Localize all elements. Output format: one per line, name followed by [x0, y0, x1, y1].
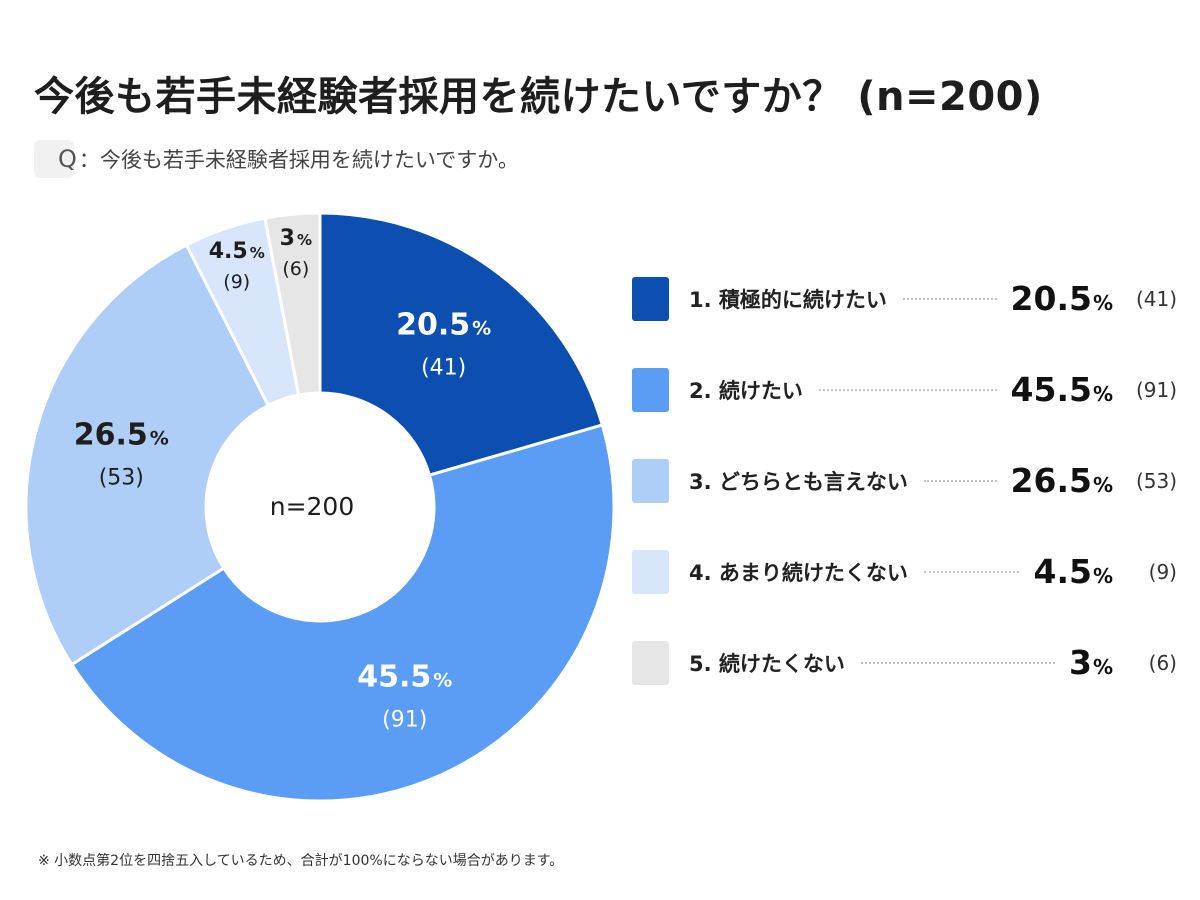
question-mark: Q — [58, 145, 77, 173]
legend-count-2: (91) — [1135, 377, 1177, 402]
donut-chart: 20.5 %(41)45.5 %(91)26.5 %(53)4.5 %(9)3 %(6)n… — [24, 211, 616, 803]
legend-leader-dots — [923, 570, 1020, 573]
legend: 1. 積極的に続けたい 20.5% (41) 2. 続けたい 45.5% (91) 3. ど… — [632, 276, 1177, 731]
chart-title: 今後も若手未経験者採用を続けたいですか？ (n=200) — [34, 74, 1043, 120]
donut-slice-1 — [318, 211, 605, 478]
legend-leader-dots — [860, 661, 1055, 664]
legend-count-4: (9) — [1148, 559, 1177, 584]
donut-center-label: n=200 — [270, 492, 355, 521]
question-badge — [34, 140, 74, 178]
legend-count-3: (53) — [1135, 468, 1177, 493]
legend-label-5: 5. 続けたくない — [689, 651, 845, 676]
legend-label-2: 2. 続けたい — [689, 378, 803, 403]
legend-percent-3: 26.5% — [1010, 461, 1113, 500]
legend-item-3: 3. どちらとも言えない 26.5% (53) — [632, 458, 1177, 503]
legend-swatch-5 — [632, 640, 669, 685]
legend-item-1: 1. 積極的に続けたい 20.5% (41) — [632, 276, 1177, 321]
legend-item-4: 4. あまり続けたくない 4.5% (9) — [632, 549, 1177, 594]
slice-count-label-5: (6) — [282, 258, 309, 280]
legend-swatch-4 — [632, 549, 669, 594]
legend-count-5: (6) — [1148, 650, 1177, 675]
legend-percent-1: 20.5% — [1010, 279, 1113, 318]
slice-count-label-2: (91) — [382, 708, 427, 733]
slice-count-label-4: (9) — [223, 271, 250, 293]
slice-value-label-4: 4.5% — [209, 239, 265, 264]
legend-label-1: 1. 積極的に続けたい — [689, 287, 887, 312]
legend-swatch-1 — [632, 276, 669, 321]
legend-count-1: (41) — [1135, 286, 1177, 311]
question-line: Q ：今後も若手未経験者採用を続けたいですか。 — [58, 140, 618, 178]
legend-label-3: 3. どちらとも言えない — [689, 469, 908, 494]
legend-leader-dots — [818, 388, 997, 391]
legend-swatch-3 — [632, 458, 669, 503]
legend-swatch-2 — [632, 367, 669, 412]
legend-leader-dots — [923, 479, 997, 482]
donut-slice-5 — [263, 211, 322, 397]
legend-leader-dots — [902, 297, 997, 300]
legend-item-2: 2. 続けたい 45.5% (91) — [632, 367, 1177, 412]
legend-label-4: 4. あまり続けたくない — [689, 560, 908, 585]
legend-item-5: 5. 続けたくない 3% (6) — [632, 640, 1177, 685]
legend-percent-5: 3% — [1068, 643, 1113, 682]
legend-percent-2: 45.5% — [1010, 370, 1113, 409]
question-text: ：今後も若手未経験者採用を続けたいですか。 — [78, 148, 519, 172]
donut-slice-3 — [24, 243, 271, 667]
slice-count-label-1: (41) — [421, 355, 466, 380]
slice-count-label-3: (53) — [99, 466, 144, 491]
donut-slice-2 — [69, 423, 616, 803]
legend-percent-4: 4.5% — [1033, 552, 1113, 591]
footnote: ※ 小数点第2位を四捨五入しているため、合計が100%にならない場合があります。 — [38, 853, 564, 869]
